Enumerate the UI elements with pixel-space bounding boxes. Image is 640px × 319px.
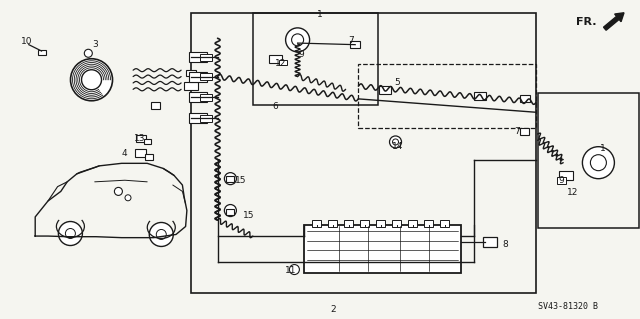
Bar <box>279 60 287 65</box>
Bar <box>360 220 369 227</box>
Text: 3: 3 <box>92 40 97 49</box>
Bar <box>135 149 147 157</box>
Text: 14: 14 <box>392 142 404 151</box>
Bar <box>408 220 417 227</box>
Circle shape <box>156 229 166 240</box>
Bar <box>328 220 337 227</box>
Text: 15: 15 <box>235 176 246 185</box>
Circle shape <box>81 70 102 90</box>
Circle shape <box>289 264 300 275</box>
Bar <box>200 54 212 61</box>
Bar <box>474 92 486 100</box>
Bar <box>200 94 212 101</box>
FancyArrow shape <box>604 13 624 30</box>
Text: SV43-81320 B: SV43-81320 B <box>538 302 598 311</box>
Text: 1: 1 <box>600 144 605 153</box>
Circle shape <box>392 139 399 145</box>
Circle shape <box>58 221 83 246</box>
Circle shape <box>115 187 122 196</box>
Bar <box>38 50 45 55</box>
Bar <box>184 82 198 90</box>
Circle shape <box>70 59 113 101</box>
Circle shape <box>582 147 614 179</box>
Text: 8: 8 <box>503 241 508 249</box>
Circle shape <box>84 49 92 57</box>
Text: 6: 6 <box>273 102 278 111</box>
Bar <box>200 73 212 80</box>
Bar <box>144 139 150 145</box>
Circle shape <box>225 173 236 185</box>
Bar <box>151 102 160 109</box>
Text: 9: 9 <box>298 50 303 59</box>
Circle shape <box>390 136 401 148</box>
Bar <box>376 220 385 227</box>
Text: 10: 10 <box>21 37 33 46</box>
Circle shape <box>285 28 310 52</box>
Bar <box>191 13 536 293</box>
Bar <box>227 209 234 215</box>
Bar <box>145 154 153 160</box>
Bar <box>227 176 234 182</box>
Bar <box>358 64 536 128</box>
Text: 7: 7 <box>515 127 520 136</box>
Text: 12: 12 <box>275 59 286 68</box>
Bar <box>424 220 433 227</box>
Text: 1: 1 <box>317 10 323 19</box>
Text: 15: 15 <box>243 211 254 220</box>
Circle shape <box>149 222 173 247</box>
Bar <box>538 93 639 228</box>
Text: 12: 12 <box>567 189 579 197</box>
Bar <box>520 95 530 102</box>
Text: 7: 7 <box>348 36 353 45</box>
Text: 5: 5 <box>394 78 399 87</box>
Text: 13: 13 <box>134 134 145 143</box>
Bar <box>189 92 207 102</box>
Bar <box>304 225 461 273</box>
Circle shape <box>65 228 76 239</box>
Bar <box>189 52 207 63</box>
Circle shape <box>292 34 303 46</box>
Bar <box>483 237 497 248</box>
Bar <box>312 220 321 227</box>
Bar <box>557 177 566 184</box>
Bar <box>440 220 449 227</box>
Circle shape <box>225 204 236 217</box>
Text: 11: 11 <box>285 266 297 275</box>
Bar <box>186 70 196 76</box>
Circle shape <box>591 155 607 171</box>
Bar <box>189 71 207 82</box>
Bar <box>269 55 282 63</box>
Bar <box>136 135 146 142</box>
Text: 2: 2 <box>330 305 335 314</box>
Text: 9: 9 <box>559 176 564 185</box>
Bar <box>380 86 391 94</box>
Bar <box>344 220 353 227</box>
Text: 4: 4 <box>122 149 127 158</box>
Circle shape <box>125 195 131 201</box>
Bar <box>189 113 207 123</box>
Text: FR.: FR. <box>576 17 596 27</box>
Bar <box>392 220 401 227</box>
Bar <box>350 41 360 48</box>
Bar <box>200 115 212 122</box>
Bar <box>559 171 573 180</box>
Bar <box>520 128 529 135</box>
Bar <box>253 13 378 105</box>
